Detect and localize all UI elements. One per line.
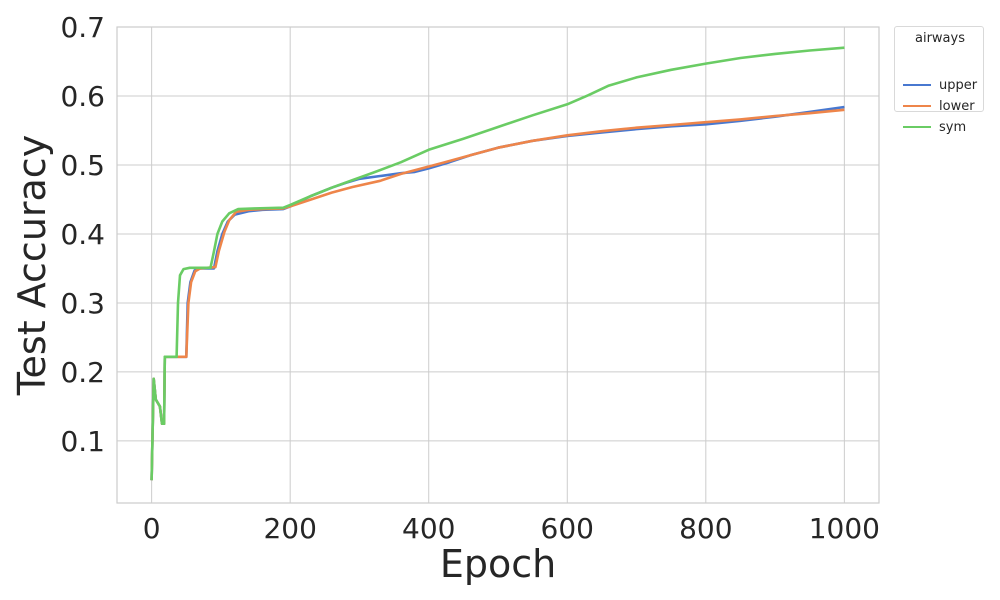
legend-swatch-upper xyxy=(903,84,931,86)
x-tick-label: 800 xyxy=(679,512,732,545)
y-tick-label: 0.2 xyxy=(60,356,105,389)
legend-title: airways xyxy=(915,31,965,46)
y-tick-label: 0.3 xyxy=(60,287,105,320)
y-tick-label: 0.1 xyxy=(60,425,105,458)
y-axis-label: Test Accuracy xyxy=(10,135,54,396)
y-tick-label: 0.5 xyxy=(60,149,105,182)
grid xyxy=(117,26,879,503)
series-line-upper xyxy=(150,105,845,481)
legend-label-upper: upper xyxy=(939,77,978,93)
legend-label-sym: sym xyxy=(939,119,967,135)
x-tick-label: 1000 xyxy=(809,512,880,545)
series-lines xyxy=(150,46,845,481)
plot-area-frame xyxy=(116,26,880,504)
series-line-sym xyxy=(150,46,845,481)
x-tick-label: 600 xyxy=(541,512,594,545)
x-tick-label: 0 xyxy=(143,512,161,545)
legend-swatch-sym xyxy=(903,126,931,128)
legend-item-lower: lower xyxy=(903,96,975,116)
y-tick-labels: 0.1 0.2 0.3 0.4 0.5 0.6 0.7 xyxy=(60,11,105,458)
x-tick-label: 400 xyxy=(402,512,455,545)
x-tick-labels: 0 200 400 600 800 1000 xyxy=(143,512,880,545)
legend-label-lower: lower xyxy=(939,98,975,114)
y-tick-label: 0.6 xyxy=(60,80,105,113)
legend-swatch-lower xyxy=(903,105,931,107)
legend: airways upper lower sym xyxy=(894,26,984,135)
x-axis-label: Epoch xyxy=(440,542,556,586)
legend-item-sym: sym xyxy=(903,117,966,137)
x-tick-label: 200 xyxy=(263,512,316,545)
y-tick-label: 0.7 xyxy=(60,11,105,44)
legend-item-upper: upper xyxy=(903,75,977,95)
y-tick-label: 0.4 xyxy=(60,218,105,251)
